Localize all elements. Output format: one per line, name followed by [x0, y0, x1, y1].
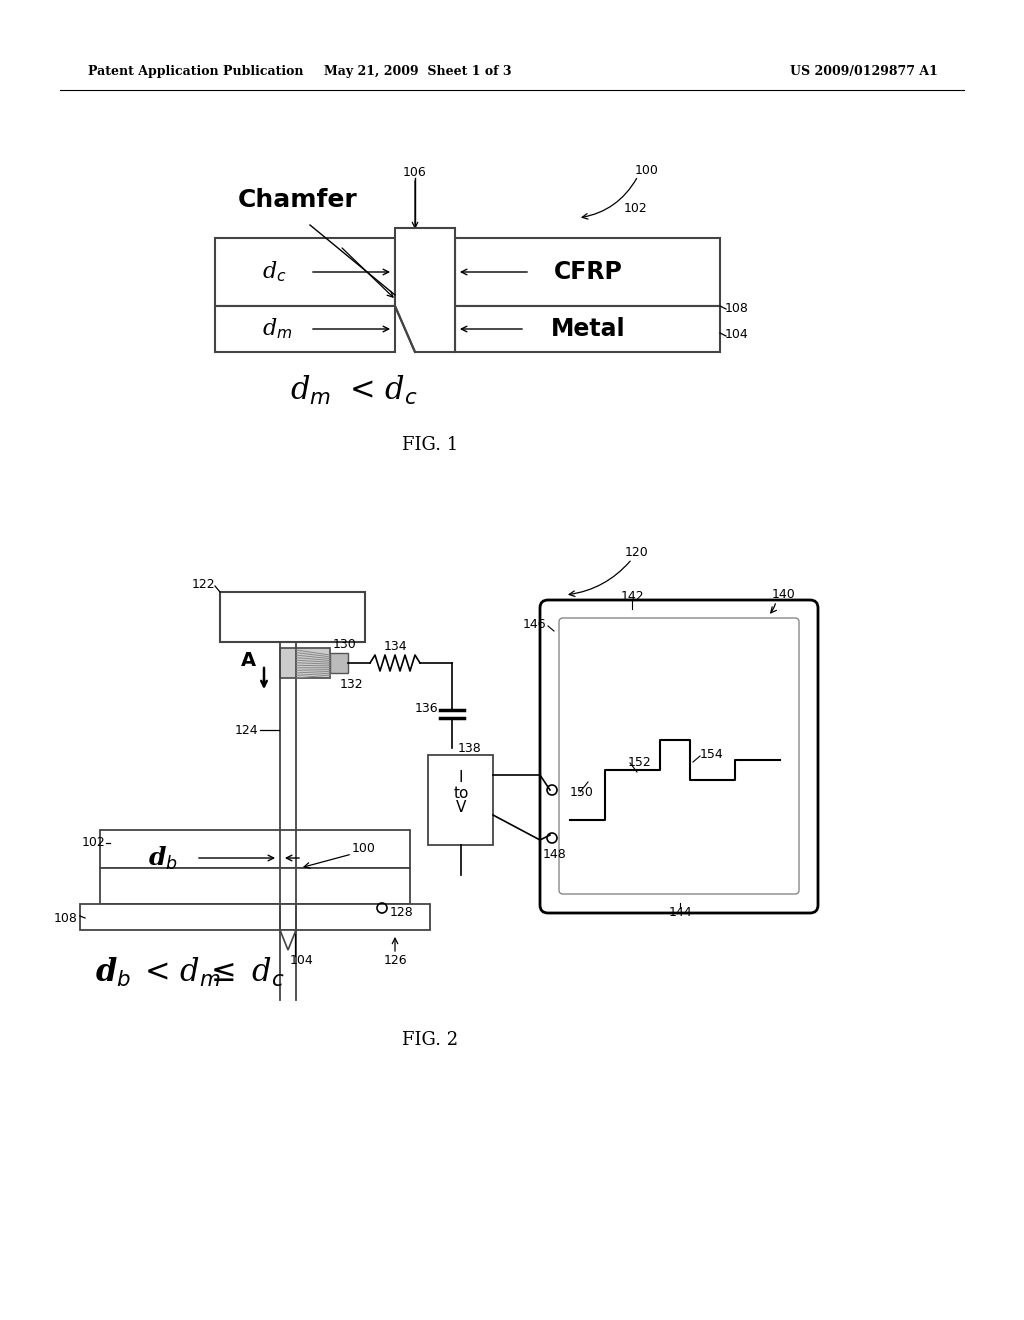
Polygon shape	[280, 931, 296, 950]
Text: 106: 106	[403, 165, 427, 178]
Text: 104: 104	[290, 953, 313, 966]
Text: to: to	[454, 785, 469, 800]
Text: 142: 142	[621, 590, 644, 602]
Text: 152: 152	[628, 756, 651, 770]
Text: 148: 148	[543, 847, 567, 861]
Text: CFRP: CFRP	[554, 260, 623, 284]
Text: May 21, 2009  Sheet 1 of 3: May 21, 2009 Sheet 1 of 3	[325, 66, 512, 78]
Text: 100: 100	[352, 842, 376, 854]
Text: 140: 140	[772, 589, 796, 602]
Polygon shape	[395, 228, 455, 352]
Bar	[428, 755, 493, 845]
Text: 154: 154	[700, 748, 724, 762]
Text: 102: 102	[624, 202, 648, 214]
Text: 138: 138	[458, 742, 481, 755]
Text: 102: 102	[81, 836, 105, 849]
Text: d$_b$: d$_b$	[95, 956, 131, 989]
Text: A: A	[241, 651, 256, 669]
Text: 122: 122	[191, 578, 215, 590]
Text: Patent Application Publication: Patent Application Publication	[88, 66, 303, 78]
Text: 150: 150	[570, 785, 594, 799]
Text: 108: 108	[54, 912, 78, 924]
Text: 126: 126	[383, 953, 407, 966]
Text: d$_m$: d$_m$	[262, 317, 293, 342]
Bar	[100, 869, 410, 904]
Text: 134: 134	[383, 639, 407, 652]
Text: < d$_m$: < d$_m$	[135, 956, 221, 989]
Text: Chamfer: Chamfer	[238, 187, 357, 213]
Text: d$_b$: d$_b$	[148, 845, 178, 871]
FancyBboxPatch shape	[559, 618, 799, 894]
Bar	[215, 238, 395, 306]
Text: d$_m$: d$_m$	[290, 374, 331, 407]
Bar	[455, 238, 720, 306]
Text: < d$_c$: < d$_c$	[340, 374, 418, 407]
Text: $\leq$ d$_c$: $\leq$ d$_c$	[195, 956, 285, 989]
Text: d$_c$: d$_c$	[262, 260, 287, 284]
Text: V: V	[456, 800, 466, 816]
Text: FIG. 2: FIG. 2	[402, 1031, 458, 1049]
Text: 100: 100	[635, 164, 658, 177]
Text: Metal: Metal	[551, 317, 626, 341]
Text: FIG. 1: FIG. 1	[401, 436, 458, 454]
Text: 108: 108	[725, 301, 749, 314]
Text: 120: 120	[625, 546, 649, 560]
Text: 128: 128	[390, 906, 414, 919]
Bar	[280, 648, 330, 678]
Text: 104: 104	[725, 329, 749, 342]
Text: 130: 130	[333, 639, 356, 652]
Bar	[220, 591, 365, 642]
Bar	[215, 306, 395, 352]
Text: 136: 136	[415, 701, 438, 714]
Bar	[455, 306, 720, 352]
Bar	[100, 830, 410, 869]
Text: 144: 144	[669, 906, 692, 919]
Text: I: I	[459, 771, 463, 785]
Text: US 2009/0129877 A1: US 2009/0129877 A1	[791, 66, 938, 78]
Text: 146: 146	[522, 619, 546, 631]
Bar	[80, 904, 430, 931]
Text: 132: 132	[340, 678, 364, 692]
Bar	[330, 653, 348, 673]
FancyBboxPatch shape	[540, 601, 818, 913]
Text: 124: 124	[234, 723, 258, 737]
